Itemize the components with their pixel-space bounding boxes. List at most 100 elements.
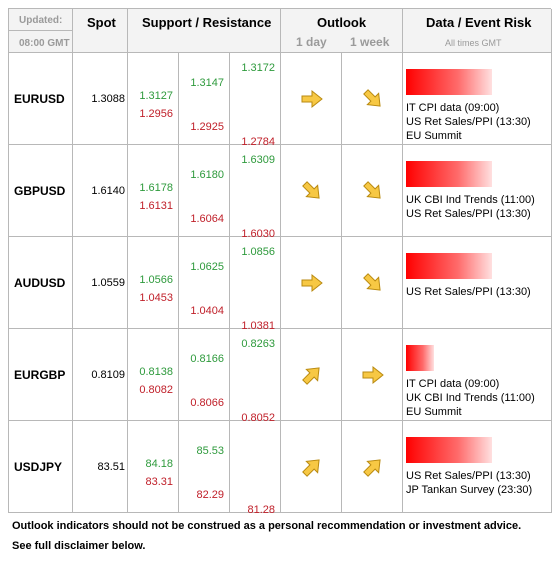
- resistance-level: 0.8166: [190, 353, 224, 365]
- cell: [179, 237, 230, 329]
- outlook-cell: [300, 365, 324, 390]
- cell: [403, 53, 552, 145]
- outlook-cell: [300, 181, 324, 206]
- header-cell: [9, 9, 73, 31]
- resistance-level: 0.8138: [139, 366, 173, 378]
- outlook-arrow: [363, 459, 381, 477]
- times-note: All times GMT: [445, 38, 502, 48]
- outlook-cell: [361, 365, 385, 390]
- cell: [128, 53, 179, 145]
- support-level: 1.0381: [241, 320, 275, 332]
- event: IT CPI data (09:00): [406, 102, 500, 114]
- event-risk-bar: [406, 161, 492, 187]
- cell: [9, 53, 73, 145]
- outlook-arrow: [363, 181, 381, 199]
- cell: [128, 329, 179, 421]
- cell: [179, 421, 230, 513]
- support-level: 82.29: [196, 489, 224, 501]
- event: US Ret Sales/PPI (13:30): [406, 286, 531, 298]
- pair: AUDUSD: [14, 276, 66, 290]
- spot: 1.0559: [91, 277, 125, 289]
- outlook-arrow: [362, 365, 384, 385]
- cell: [342, 421, 403, 513]
- cell: [230, 145, 281, 237]
- event-risk-bar: [406, 69, 492, 95]
- cell: [230, 421, 281, 513]
- support-level: 1.2784: [241, 136, 275, 148]
- cell: [403, 145, 552, 237]
- cell: [73, 237, 128, 329]
- resistance-level: 84.18: [145, 458, 173, 470]
- support-level: 1.6064: [190, 213, 224, 225]
- header-cell: [9, 31, 73, 53]
- cell: [73, 421, 128, 513]
- outlook-cell: [361, 273, 385, 298]
- outlook-cell: [300, 457, 324, 482]
- header-cell: [73, 9, 128, 53]
- pair: EURGBP: [14, 368, 66, 382]
- day-header: 1 day: [296, 35, 327, 49]
- support-level: 1.2956: [139, 108, 173, 120]
- cell: [73, 145, 128, 237]
- cell: [73, 329, 128, 421]
- sr-header: Support / Resistance: [142, 15, 272, 30]
- header-cell: [128, 9, 281, 53]
- outlook-arrow: [302, 181, 320, 199]
- spot-header: Spot: [87, 15, 116, 30]
- updated-label: Updated:: [19, 15, 63, 26]
- cell: [403, 421, 552, 513]
- outlook-cell: [361, 457, 385, 482]
- spot: 1.3088: [91, 93, 125, 105]
- event: UK CBI Ind Trends (11:00): [406, 194, 535, 206]
- outlook-header: Outlook: [317, 15, 367, 30]
- cell: [230, 329, 281, 421]
- event: US Ret Sales/PPI (13:30): [406, 208, 531, 220]
- cell: [403, 329, 552, 421]
- spot: 1.6140: [91, 185, 125, 197]
- event: IT CPI data (09:00): [406, 378, 500, 390]
- event: US Ret Sales/PPI (13:30): [406, 116, 531, 128]
- outlook-cell: [361, 89, 385, 114]
- resistance-level: 1.3172: [241, 62, 275, 74]
- footnote: See full disclaimer below.: [12, 540, 146, 552]
- cell: [179, 145, 230, 237]
- resistance-level: 85.53: [196, 445, 224, 457]
- outlook-arrow: [301, 273, 323, 293]
- event-risk-bar: [406, 345, 434, 371]
- events-header: Data / Event Risk: [426, 15, 532, 30]
- cell: [128, 237, 179, 329]
- resistance-level: 1.6309: [241, 154, 275, 166]
- updated-time: 08:00 GMT: [19, 38, 70, 49]
- outlook-arrow: [302, 367, 320, 385]
- spot: 83.51: [97, 461, 125, 473]
- outlook-arrow: [363, 273, 381, 291]
- support-level: 0.8066: [190, 397, 224, 409]
- support-level: 83.31: [145, 476, 173, 488]
- support-level: 1.0404: [190, 305, 224, 317]
- cell: [281, 237, 342, 329]
- cell: [342, 329, 403, 421]
- cell: [342, 53, 403, 145]
- resistance-level: 0.8263: [241, 338, 275, 350]
- outlook-cell: [300, 273, 324, 298]
- resistance-level: 1.0625: [190, 261, 224, 273]
- footnote: Outlook indicators should not be constru…: [12, 520, 522, 532]
- event: EU Summit: [406, 406, 462, 418]
- cell: [9, 421, 73, 513]
- event: EU Summit: [406, 130, 462, 142]
- pair: EURUSD: [14, 92, 65, 106]
- support-level: 81.28: [247, 504, 275, 516]
- cell: [230, 53, 281, 145]
- cell: [281, 421, 342, 513]
- header-cell: [281, 9, 403, 53]
- cell: [281, 329, 342, 421]
- pair: USDJPY: [14, 460, 63, 474]
- outlook-arrow: [302, 459, 320, 477]
- resistance-level: 1.6178: [139, 182, 173, 194]
- resistance-level: 1.3127: [139, 90, 173, 102]
- resistance-level: 1.6180: [190, 169, 224, 181]
- event: US Ret Sales/PPI (13:30): [406, 470, 531, 482]
- cell: [9, 237, 73, 329]
- cell: [128, 421, 179, 513]
